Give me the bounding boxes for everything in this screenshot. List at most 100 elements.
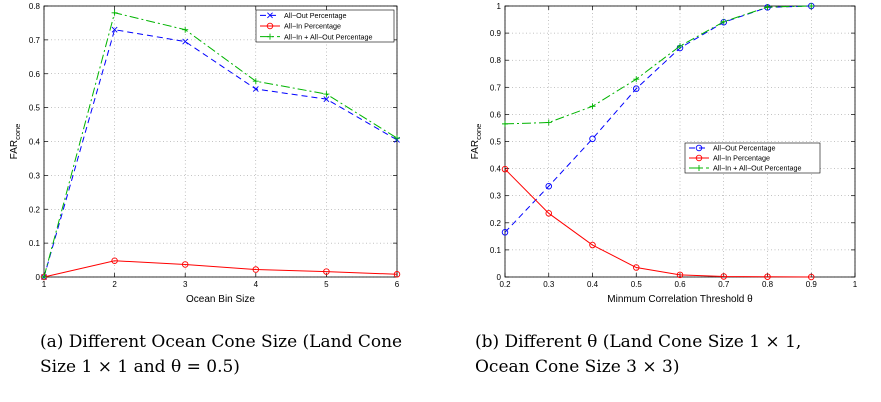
- caption-a: (a) Different Ocean Cone Size (Land Cone…: [40, 332, 403, 377]
- y-tick-label: 0.6: [490, 110, 502, 119]
- data-point: [720, 18, 727, 25]
- data-point: [41, 274, 47, 280]
- data-point: [323, 91, 330, 98]
- data-point: [633, 264, 640, 271]
- data-point: [545, 182, 553, 190]
- data-point: [111, 26, 118, 33]
- legend-marker: [695, 144, 703, 152]
- data-point: [633, 76, 640, 83]
- data-point: [589, 103, 596, 110]
- y-tick-label: 0.8: [490, 56, 502, 65]
- series-2: [501, 165, 815, 281]
- series-line: [504, 5, 812, 125]
- legend-marker: [267, 12, 273, 19]
- y-tick-label: 1: [497, 2, 502, 11]
- data-point: [394, 135, 400, 142]
- data-point: [252, 86, 259, 92]
- data-point: [501, 165, 509, 173]
- x-tick-label: 6: [395, 280, 400, 289]
- x-tick-label: 0.4: [587, 280, 599, 289]
- y-tick-label: 0.2: [29, 205, 41, 214]
- y-tick-label: 0.3: [29, 171, 41, 180]
- series-line: [504, 5, 812, 233]
- x-tick-label: 0.8: [762, 280, 774, 289]
- data-point: [393, 271, 401, 278]
- data-point: [589, 241, 596, 249]
- data-point: [182, 38, 189, 45]
- x-axis-label: Ocean Bin Size: [186, 294, 255, 305]
- y-tick-label: 0.1: [490, 246, 502, 255]
- data-point: [252, 78, 259, 85]
- y-tick-label: 0.2: [490, 219, 502, 228]
- data-point: [764, 4, 771, 11]
- series-line: [43, 260, 398, 278]
- series-2: [40, 257, 401, 281]
- y-tick-label: 0.9: [490, 29, 502, 38]
- data-point: [677, 43, 683, 50]
- data-point: [808, 3, 815, 9]
- grid: [43, 5, 398, 278]
- y-tick-label: 0.5: [29, 104, 41, 113]
- data-point: [501, 229, 509, 236]
- data-point: [323, 96, 330, 103]
- legend-marker: [695, 154, 703, 162]
- x-tick-label: 0.3: [543, 280, 555, 289]
- y-tick-label: 0.8: [29, 2, 41, 11]
- data-point: [323, 268, 330, 275]
- legend-marker: [267, 33, 273, 40]
- data-point: [182, 26, 189, 33]
- legend-marker: [696, 165, 702, 171]
- data-point: [808, 273, 815, 281]
- y-axis-label-sub: cone: [474, 124, 483, 140]
- legend-label: All−In + All−Out Percentage: [713, 164, 802, 173]
- series-line: [43, 12, 398, 278]
- x-tick-label: 0.6: [674, 280, 686, 289]
- series-3: [41, 9, 400, 280]
- data-point: [676, 271, 684, 279]
- data-point: [111, 257, 118, 264]
- series-line: [43, 29, 398, 278]
- data-point: [545, 119, 552, 126]
- series-1: [41, 26, 400, 280]
- legend-label: All−Out Percentage: [284, 11, 347, 20]
- y-axis-label-main: FAR: [9, 140, 20, 159]
- data-point: [545, 210, 553, 217]
- y-tick-label: 0.5: [490, 138, 502, 147]
- data-point: [502, 120, 508, 127]
- y-tick-label: 0.6: [29, 70, 41, 79]
- legend-label: All−In Percentage: [713, 154, 770, 163]
- caption-b: (b) Different θ (Land Cone Size 1 × 1, O…: [475, 332, 802, 377]
- data-point: [181, 261, 189, 268]
- y-axis-label: FARcone: [9, 124, 22, 160]
- legend-label: All−In Percentage: [284, 22, 341, 31]
- y-tick-label: 0: [497, 273, 502, 282]
- y-axis-label-sub: cone: [13, 124, 22, 140]
- figure-canvas: 1 2 3 4 5 6 0 0.1 0.2 0.3 0.4 0.5 0.6 0.7 0.8 Ocean Bin…: [9, 2, 858, 305]
- legend-marker: [266, 22, 274, 30]
- data-point: [589, 135, 596, 143]
- x-tick-label: 0.7: [718, 280, 730, 289]
- data-point: [111, 9, 118, 16]
- x-tick-label: 1: [853, 280, 858, 289]
- y-tick-label: 0.3: [490, 192, 502, 201]
- data-point: [252, 266, 260, 273]
- x-tick-label: 3: [183, 280, 188, 289]
- y-tick-label: 0.7: [29, 36, 41, 45]
- y-axis-label: FARcone: [470, 124, 483, 160]
- y-tick-label: 0.4: [29, 138, 41, 147]
- legend-label: All−Out Percentage: [713, 144, 776, 153]
- y-tick-label: 0.7: [490, 83, 502, 92]
- legend: All−Out Percentage All−In PercentageAll−I…: [255, 9, 395, 43]
- data-point: [764, 273, 771, 280]
- x-axis-label: Minmum Correlation Threshold θ: [607, 294, 753, 305]
- data-point: [720, 273, 728, 280]
- legend-label: All−In + All−Out Percentage: [284, 32, 373, 41]
- series-3: [502, 3, 815, 127]
- data-point: [633, 85, 640, 92]
- chart-b: 0.2 0.3 0.4 0.5 0.6 0.7 0.8 0.9 1 0 0.1 0.2 0.3 0.4 0.…: [470, 2, 858, 305]
- chart-a: 1 2 3 4 5 6 0 0.1 0.2 0.3 0.4 0.5 0.6 0.7 0.8 Ocean Bin…: [9, 2, 401, 305]
- x-tick-label: 2: [112, 280, 117, 289]
- x-tick-label: 0.9: [806, 280, 818, 289]
- y-tick-label: 0.1: [29, 239, 41, 248]
